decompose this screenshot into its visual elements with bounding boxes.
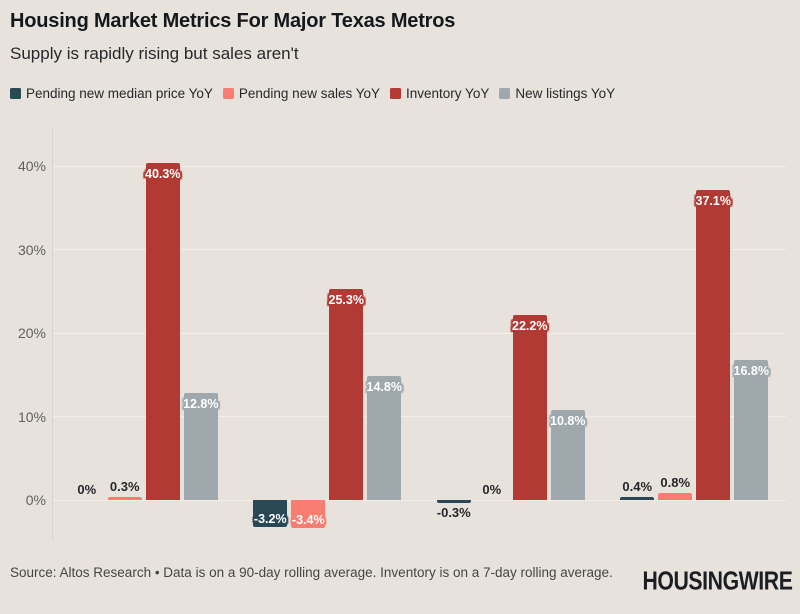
bar-value-label: 0.4% xyxy=(622,478,653,494)
y-tick-label: 30% xyxy=(17,241,46,258)
y-tick-label: 40% xyxy=(17,158,46,174)
y-tick-label: 10% xyxy=(17,408,46,425)
bar xyxy=(145,163,180,500)
legend-item: Pending new sales YoY xyxy=(222,86,381,101)
bar-value-label: 12.8% xyxy=(183,397,219,412)
legend-swatch xyxy=(499,88,511,99)
legend-swatch xyxy=(390,88,402,99)
legend-label: Pending new sales YoY xyxy=(238,86,381,101)
legend-item: Pending new median price YoY xyxy=(10,86,213,101)
y-gridline xyxy=(52,249,786,250)
bar xyxy=(291,500,326,529)
bar-value-label: 0.3% xyxy=(109,479,140,495)
bar-value-label: 0.8% xyxy=(660,475,691,491)
bar-value-label: 0% xyxy=(482,482,502,497)
y-gridline xyxy=(52,499,786,501)
bar-value-label: -0.3% xyxy=(436,504,471,520)
y-gridline xyxy=(52,332,786,334)
chart-subtitle: Supply is rapidly rising but sales aren'… xyxy=(10,44,299,63)
y-tick-label: 0% xyxy=(25,492,46,508)
legend: Pending new median price YoY Pending new … xyxy=(10,86,615,101)
bar-value-label: 37.1% xyxy=(695,194,731,209)
legend-item: Inventory YoY xyxy=(390,86,489,101)
legend-swatch xyxy=(222,88,234,99)
housingwire-logo: HOUSINGWIRE xyxy=(642,566,792,596)
y-axis-line xyxy=(52,128,53,541)
bar-value-label: 10.8% xyxy=(550,413,586,428)
bar-value-label: -3.2% xyxy=(253,511,287,526)
bar xyxy=(734,359,769,500)
bar xyxy=(436,500,471,503)
y-gridline xyxy=(52,416,786,417)
y-tick-label: 20% xyxy=(17,325,46,341)
bar-value-label: 14.8% xyxy=(366,380,402,395)
bar xyxy=(107,497,142,500)
bar xyxy=(696,190,731,500)
bar-value-label: -3.4% xyxy=(291,513,325,528)
bar-value-label: 0% xyxy=(77,482,97,497)
bar xyxy=(620,496,655,500)
source-note: Source: Altos Research • Data is on a 90… xyxy=(10,565,613,580)
bar-value-label: 16.8% xyxy=(733,363,769,378)
bar-value-label: 22.2% xyxy=(512,318,548,333)
bar-value-label: 40.3% xyxy=(145,167,181,182)
bar xyxy=(329,288,364,500)
bar xyxy=(550,409,585,500)
legend-item: New listings YoY xyxy=(499,86,615,101)
bar-value-label: 25.3% xyxy=(328,292,364,307)
bar xyxy=(658,493,693,500)
bar xyxy=(367,376,402,500)
legend-swatch xyxy=(10,88,21,99)
legend-label: New listings YoY xyxy=(515,86,616,101)
bar xyxy=(253,500,288,527)
legend-label: Pending new median price YoY xyxy=(26,86,213,101)
bar xyxy=(512,314,547,500)
legend-label: Inventory YoY xyxy=(406,86,490,101)
chart-title: Housing Market Metrics For Major Texas M… xyxy=(10,10,456,32)
y-gridline xyxy=(52,165,786,167)
bar xyxy=(183,393,218,500)
